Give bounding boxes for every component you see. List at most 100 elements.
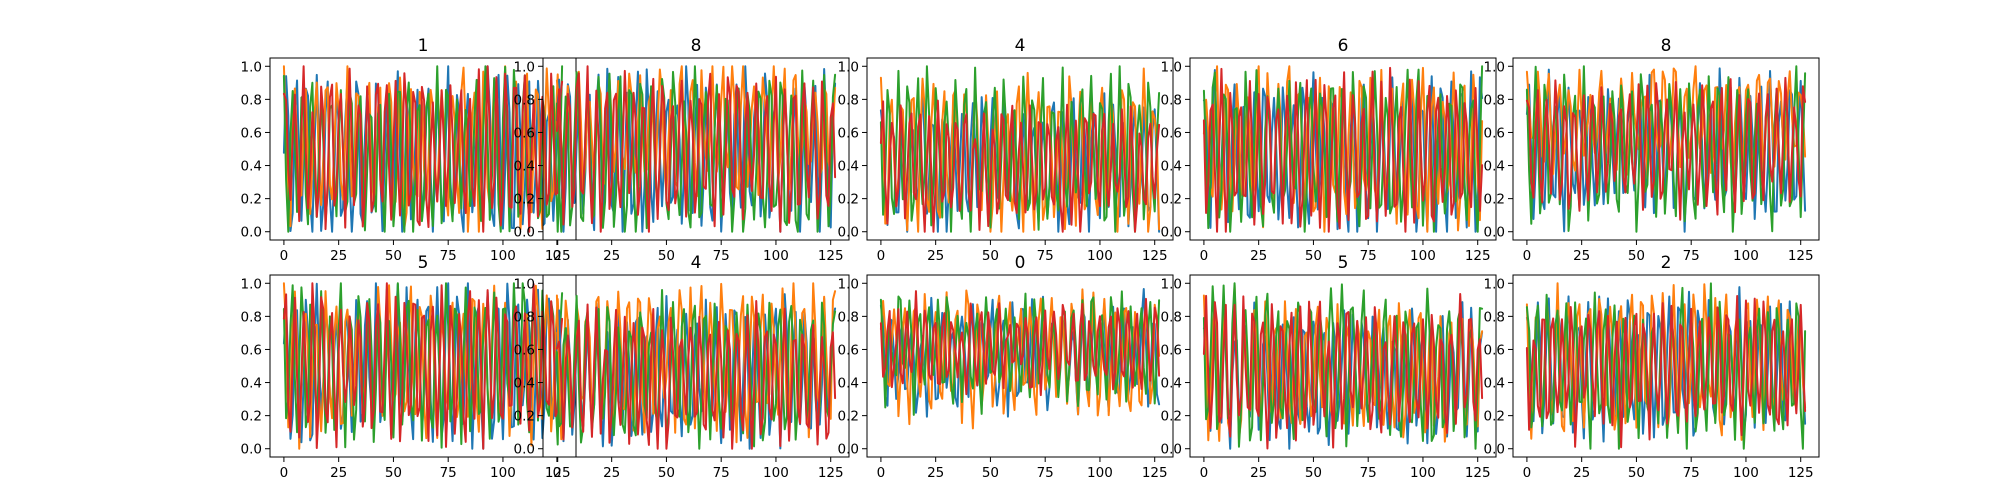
y-tick-label: 1.0 xyxy=(838,59,859,75)
x-tick-label: 0 xyxy=(553,465,562,481)
x-tick-label: 0 xyxy=(877,248,886,264)
x-tick-label: 50 xyxy=(658,248,675,264)
y-tick-label: 0.4 xyxy=(241,376,262,392)
x-tick-label: 125 xyxy=(1788,248,1814,264)
x-tick-label: 100 xyxy=(763,248,789,264)
y-tick-label: 1.0 xyxy=(1484,59,1505,75)
y-tick-label: 0.2 xyxy=(514,192,535,208)
x-tick-label: 75 xyxy=(440,248,457,264)
series-line-3 xyxy=(555,65,837,233)
axes-frame xyxy=(866,274,1174,458)
series-line-4 xyxy=(282,65,564,233)
series-line-3 xyxy=(282,282,564,449)
x-tick-label: 25 xyxy=(330,248,347,264)
series-line-4 xyxy=(1525,76,1807,221)
x-tick-label: 25 xyxy=(603,465,620,481)
x-tick-label: 75 xyxy=(440,465,457,481)
x-tick-label: 125 xyxy=(1142,248,1168,264)
series-line-4 xyxy=(1202,292,1484,450)
series-line-3 xyxy=(1202,282,1484,450)
y-tick-label: 0.2 xyxy=(838,192,859,208)
x-tick-label: 75 xyxy=(1360,465,1377,481)
axes-frame xyxy=(542,274,850,458)
y-tick-label: 0.8 xyxy=(1484,309,1505,325)
x-tick-label: 100 xyxy=(1410,248,1436,264)
x-tick-label: 100 xyxy=(1410,465,1436,481)
y-tick-label: 1.0 xyxy=(241,59,262,75)
x-tick-label: 50 xyxy=(385,248,402,264)
x-tick-label: 100 xyxy=(1733,248,1759,264)
x-tick-label: 25 xyxy=(927,248,944,264)
x-tick-label: 75 xyxy=(1683,465,1700,481)
y-tick-label: 0.4 xyxy=(838,376,859,392)
axes-frame xyxy=(1512,57,1820,241)
series-line-3 xyxy=(879,290,1161,416)
x-tick-label: 100 xyxy=(763,465,789,481)
x-tick-label: 50 xyxy=(1628,248,1645,264)
x-tick-label: 125 xyxy=(1788,465,1814,481)
y-tick-label: 0.0 xyxy=(241,225,262,241)
series-line-4 xyxy=(555,65,837,233)
x-tick-label: 0 xyxy=(1200,465,1209,481)
x-tick-label: 100 xyxy=(490,465,516,481)
subplot-title: 5 xyxy=(1338,253,1349,273)
x-tick-label: 100 xyxy=(1087,248,1113,264)
x-tick-label: 75 xyxy=(1360,248,1377,264)
y-tick-label: 0.6 xyxy=(514,342,535,358)
subplot-title: 1 xyxy=(418,36,429,56)
y-tick-label: 0.8 xyxy=(1484,92,1505,108)
subplot-title: 6 xyxy=(1338,36,1349,56)
x-tick-label: 75 xyxy=(713,465,730,481)
y-tick-label: 0.0 xyxy=(1161,442,1182,458)
axes-frame xyxy=(1189,57,1497,241)
x-tick-label: 75 xyxy=(1683,248,1700,264)
x-tick-label: 25 xyxy=(1573,248,1590,264)
y-tick-label: 0.6 xyxy=(514,125,535,141)
subplot-4: 0 25 50 75 100 125 0.0 0.2 0.4 0.6 0.8 1.0 6 xyxy=(1161,36,1497,264)
x-tick-label: 50 xyxy=(1305,248,1322,264)
y-tick-label: 0.6 xyxy=(838,342,859,358)
y-tick-label: 1.0 xyxy=(514,276,535,292)
x-tick-label: 25 xyxy=(603,248,620,264)
y-tick-label: 0.2 xyxy=(1161,409,1182,425)
series-line-4 xyxy=(879,99,1161,233)
x-tick-label: 0 xyxy=(280,465,289,481)
subplot-9: 0 25 50 75 100 125 0.0 0.2 0.4 0.6 0.8 1.0 5 xyxy=(1161,253,1497,481)
y-tick-label: 0.2 xyxy=(241,409,262,425)
x-tick-label: 25 xyxy=(1250,465,1267,481)
y-tick-label: 0.0 xyxy=(514,225,535,241)
series-line-3 xyxy=(555,288,837,450)
y-tick-label: 0.2 xyxy=(1484,409,1505,425)
series-line-4 xyxy=(1202,66,1484,233)
subplot-2: 0 25 50 75 100 125 0.0 0.2 0.4 0.6 0.8 1.0 8 xyxy=(514,36,850,264)
y-tick-label: 0.6 xyxy=(838,125,859,141)
x-tick-label: 0 xyxy=(553,248,562,264)
subplot-title: 5 xyxy=(418,253,429,273)
y-tick-label: 0.8 xyxy=(1161,92,1182,108)
y-tick-label: 0.8 xyxy=(514,309,535,325)
y-tick-label: 1.0 xyxy=(1484,276,1505,292)
x-tick-label: 75 xyxy=(1037,248,1054,264)
x-tick-label: 0 xyxy=(1200,248,1209,264)
subplot-title: 4 xyxy=(1015,36,1026,56)
x-tick-label: 50 xyxy=(658,465,675,481)
y-tick-label: 0.2 xyxy=(1161,192,1182,208)
y-tick-label: 0.4 xyxy=(838,159,859,175)
y-tick-label: 0.0 xyxy=(241,442,262,458)
y-tick-label: 0.4 xyxy=(1484,376,1505,392)
y-tick-label: 1.0 xyxy=(838,276,859,292)
subplot-7: 0 25 50 75 100 125 0.0 0.2 0.4 0.6 0.8 1.0 4 xyxy=(514,253,850,481)
y-tick-label: 1.0 xyxy=(1161,276,1182,292)
x-tick-label: 25 xyxy=(330,465,347,481)
subplot-8: 0 25 50 75 100 125 0.0 0.2 0.4 0.6 0.8 1.0 0 xyxy=(838,253,1174,481)
y-tick-label: 0.6 xyxy=(1484,125,1505,141)
y-tick-label: 0.2 xyxy=(514,409,535,425)
x-tick-label: 50 xyxy=(385,465,402,481)
x-tick-label: 100 xyxy=(1733,465,1759,481)
y-tick-label: 0.2 xyxy=(1484,192,1505,208)
axes-frame xyxy=(542,57,850,241)
x-tick-label: 50 xyxy=(1628,465,1645,481)
axes-frame xyxy=(1512,274,1820,458)
